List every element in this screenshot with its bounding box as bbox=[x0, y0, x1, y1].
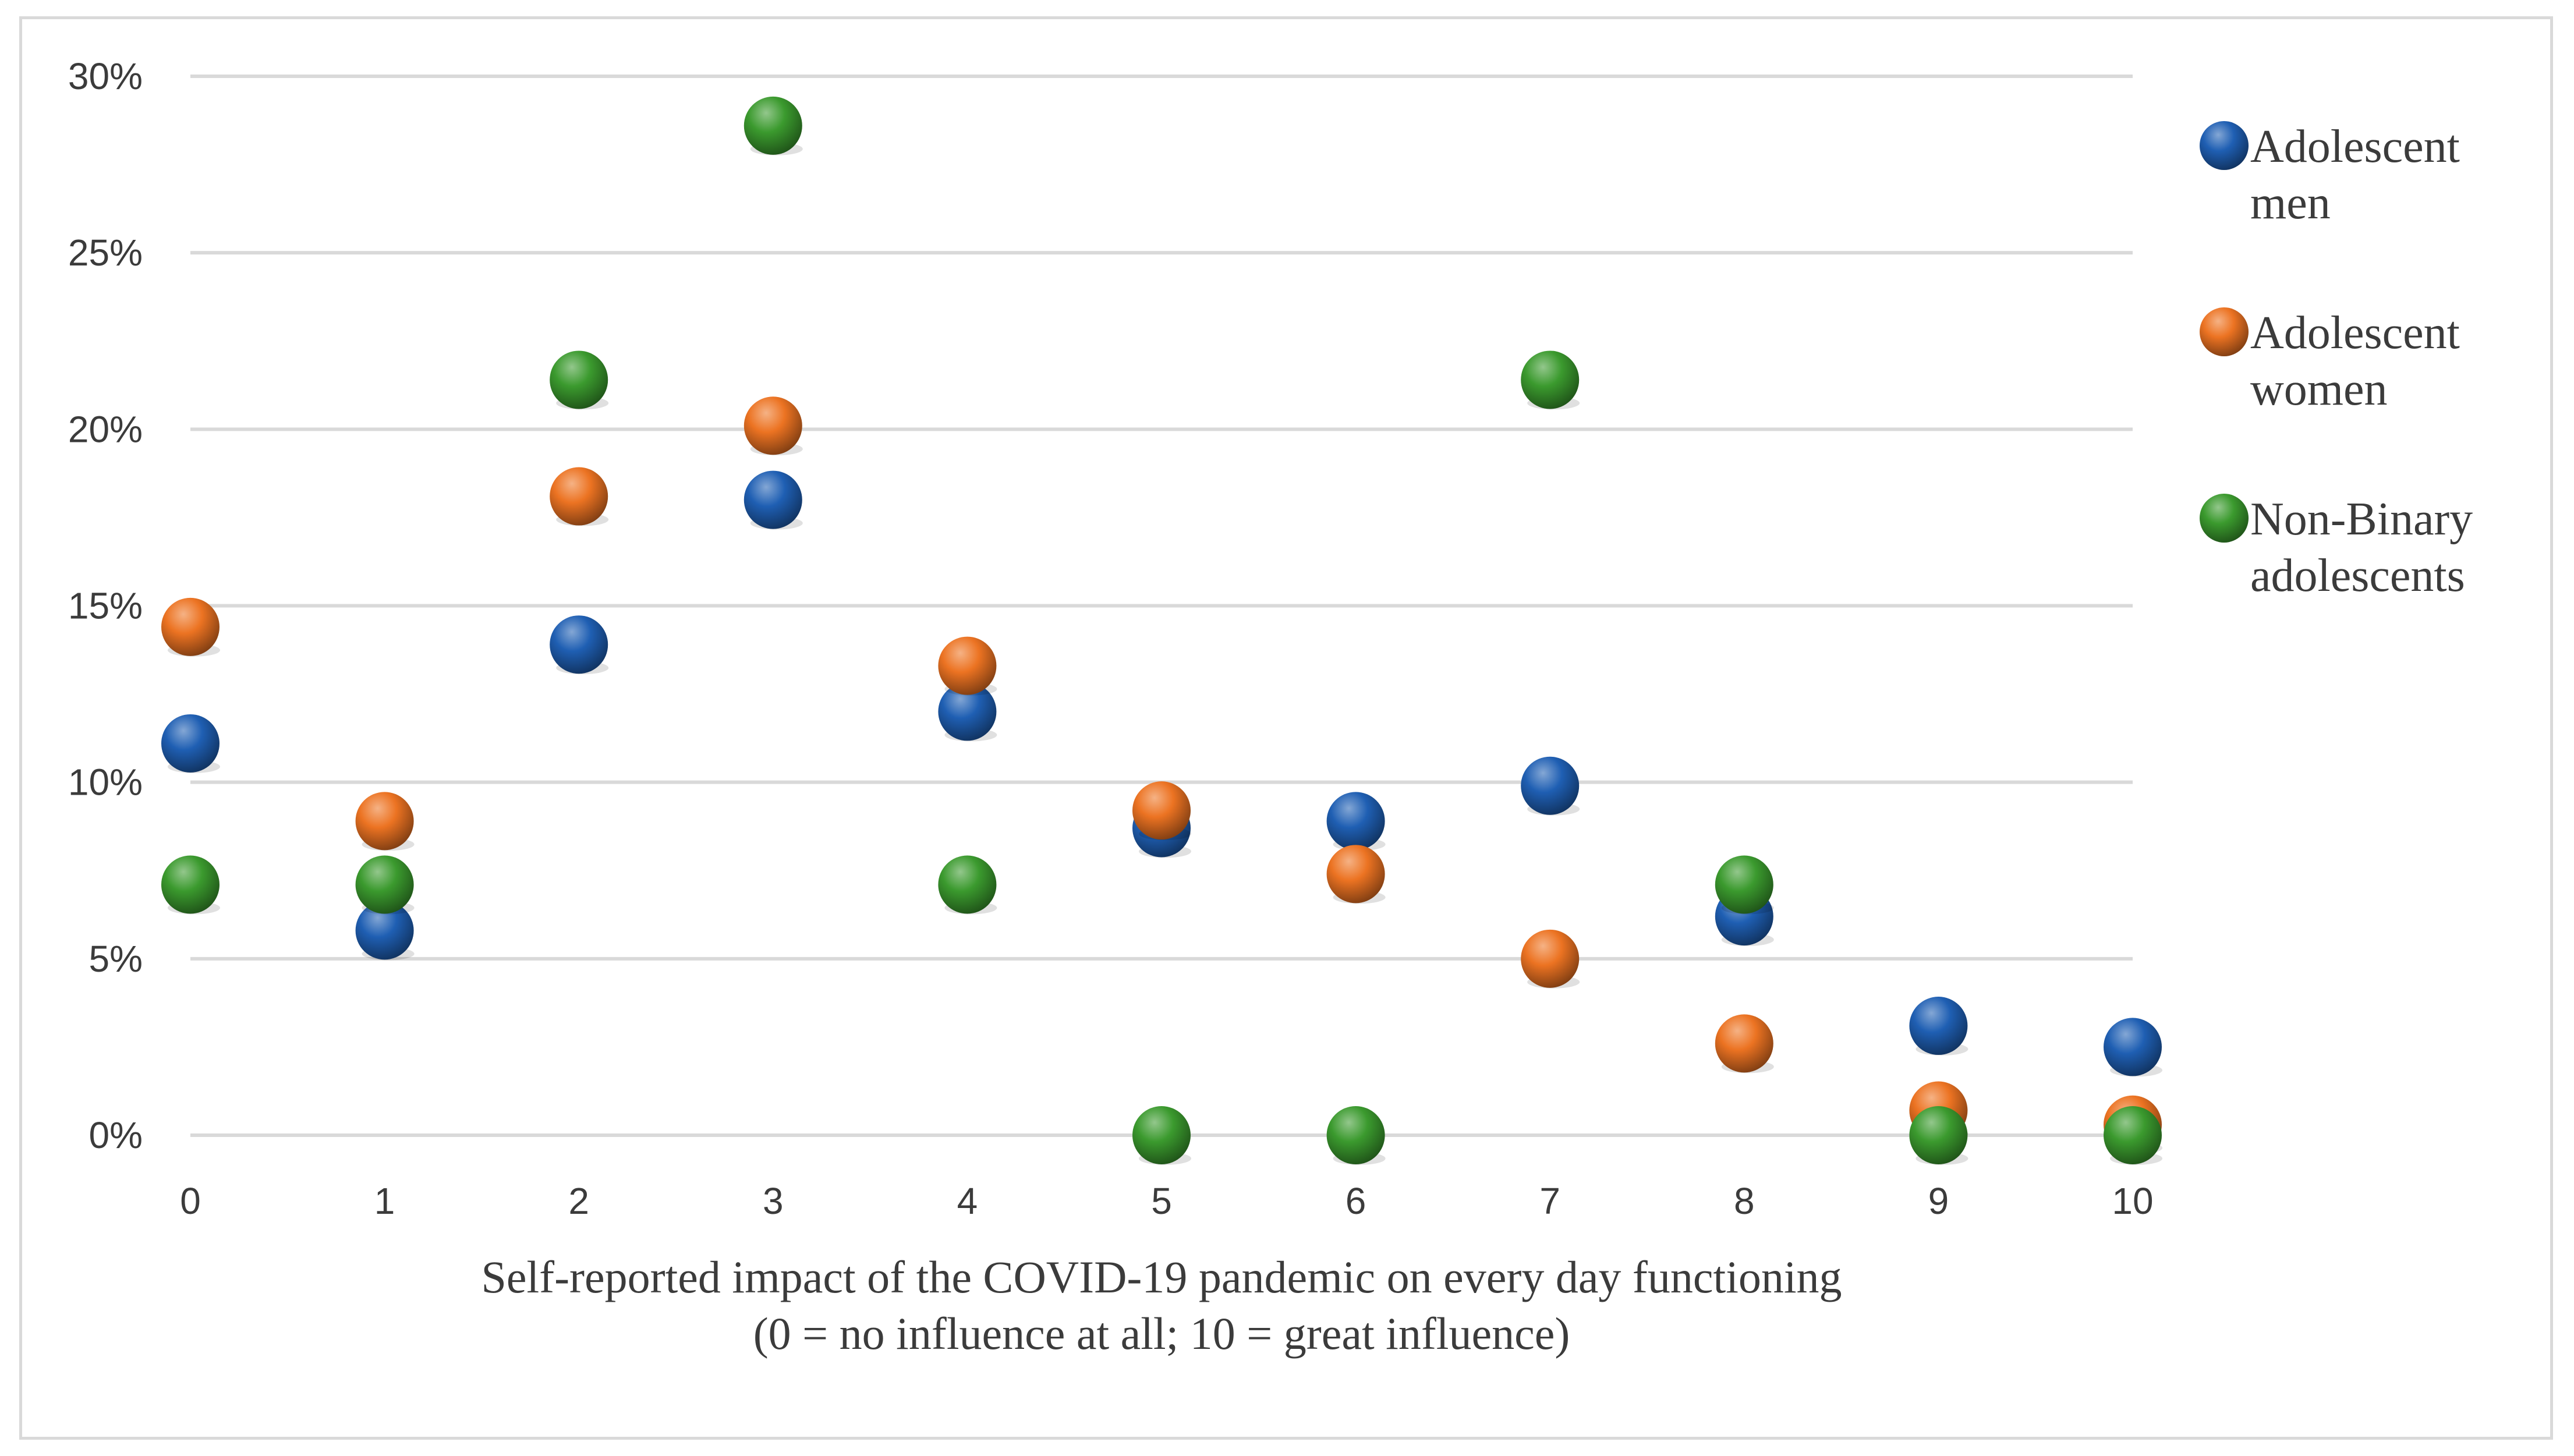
data-point bbox=[938, 682, 997, 742]
x-tick-label: 5 bbox=[1151, 1180, 1172, 1222]
point-marker bbox=[938, 682, 997, 741]
data-point bbox=[1909, 997, 1968, 1056]
y-tick-label: 20% bbox=[68, 408, 143, 450]
data-point bbox=[743, 470, 803, 530]
data-point bbox=[2104, 1106, 2162, 1165]
point-marker bbox=[161, 714, 219, 773]
data-point bbox=[1326, 1106, 1386, 1165]
data-point bbox=[2104, 1018, 2162, 1077]
x-tick-label: 3 bbox=[763, 1180, 784, 1222]
point-marker bbox=[1326, 792, 1385, 851]
data-point bbox=[550, 467, 609, 526]
point-marker bbox=[1715, 1014, 1773, 1073]
x-tick-label: 7 bbox=[1539, 1180, 1560, 1222]
data-point bbox=[355, 901, 415, 961]
point-marker bbox=[2104, 1018, 2162, 1076]
data-point bbox=[550, 615, 609, 675]
data-point bbox=[1326, 845, 1386, 904]
data-point bbox=[1326, 792, 1386, 851]
point-marker bbox=[161, 855, 219, 914]
y-tick-label: 10% bbox=[68, 761, 143, 803]
x-tick-label: 1 bbox=[374, 1180, 395, 1222]
point-marker bbox=[550, 615, 608, 674]
point-marker bbox=[1521, 350, 1580, 409]
data-point bbox=[1132, 1106, 1191, 1165]
point-marker bbox=[1715, 855, 1773, 914]
legend-marker bbox=[2200, 494, 2249, 543]
data-point bbox=[938, 636, 997, 696]
data-points bbox=[161, 96, 2162, 1165]
point-marker bbox=[355, 901, 414, 960]
data-point bbox=[355, 855, 415, 915]
legend-marker bbox=[2200, 307, 2249, 356]
y-tick-label: 5% bbox=[89, 938, 143, 980]
data-point bbox=[743, 96, 803, 155]
point-marker bbox=[2104, 1106, 2162, 1164]
point-marker bbox=[743, 396, 802, 455]
data-point bbox=[1521, 350, 1580, 410]
legend-label: Adolescent bbox=[2250, 121, 2460, 172]
y-tick-label: 30% bbox=[68, 55, 143, 97]
x-axis-title: Self-reported impact of the COVID-19 pan… bbox=[481, 1252, 1842, 1302]
point-marker bbox=[550, 467, 608, 526]
x-tick-label: 2 bbox=[568, 1180, 589, 1222]
data-point bbox=[938, 855, 997, 915]
data-point bbox=[550, 350, 609, 410]
y-axis-ticks: 0% 5% 10% 15% 20% 25% 30% bbox=[68, 55, 143, 1156]
point-marker bbox=[938, 636, 997, 695]
data-point bbox=[1909, 1106, 1968, 1165]
x-axis-subtitle: (0 = no influence at all; 10 = great inf… bbox=[753, 1308, 1570, 1359]
point-marker bbox=[1132, 781, 1191, 840]
point-marker bbox=[1521, 756, 1580, 815]
point-marker bbox=[1132, 1106, 1191, 1164]
point-marker bbox=[1326, 1106, 1385, 1164]
y-tick-label: 15% bbox=[68, 585, 143, 627]
point-marker bbox=[938, 855, 997, 914]
point-marker bbox=[161, 597, 219, 656]
point-marker bbox=[1521, 929, 1580, 988]
data-point bbox=[161, 714, 220, 773]
x-tick-label: 10 bbox=[2112, 1180, 2153, 1222]
data-point bbox=[161, 855, 220, 915]
legend-label: adolescents bbox=[2250, 550, 2465, 601]
legend-marker bbox=[2200, 121, 2249, 170]
point-marker bbox=[550, 350, 608, 409]
legend-item: Adolescent men bbox=[2200, 121, 2460, 229]
x-tick-label: 4 bbox=[957, 1180, 978, 1222]
legend-label: Non-Binary bbox=[2250, 494, 2473, 545]
x-tick-label: 0 bbox=[180, 1180, 201, 1222]
data-point bbox=[1521, 756, 1580, 816]
legend: AdolescentmenAdolescentwomenNon-Binaryad… bbox=[2200, 121, 2473, 601]
point-marker bbox=[1909, 1106, 1968, 1164]
data-point bbox=[1521, 929, 1580, 989]
gridlines bbox=[190, 75, 2133, 1137]
x-axis-ticks: 0 1 2 3 4 5 6 7 8 9 10 bbox=[180, 1180, 2153, 1222]
point-marker bbox=[743, 470, 802, 529]
data-point bbox=[1715, 855, 1774, 915]
data-point bbox=[743, 396, 803, 456]
legend-label: Adolescent bbox=[2250, 307, 2460, 359]
point-marker bbox=[743, 96, 802, 155]
x-tick-label: 6 bbox=[1346, 1180, 1366, 1222]
point-marker bbox=[355, 792, 414, 851]
x-tick-label: 8 bbox=[1734, 1180, 1755, 1222]
point-marker bbox=[1326, 845, 1385, 904]
data-point bbox=[1132, 781, 1191, 841]
x-tick-label: 9 bbox=[1928, 1180, 1949, 1222]
y-tick-label: 25% bbox=[68, 232, 143, 274]
legend-label: men bbox=[2250, 178, 2331, 229]
point-marker bbox=[1909, 997, 1968, 1055]
data-point bbox=[1715, 1014, 1774, 1074]
data-point bbox=[355, 792, 415, 851]
y-tick-label: 0% bbox=[89, 1114, 143, 1156]
data-point bbox=[161, 597, 220, 657]
point-marker bbox=[355, 855, 414, 914]
legend-label: women bbox=[2250, 364, 2388, 415]
